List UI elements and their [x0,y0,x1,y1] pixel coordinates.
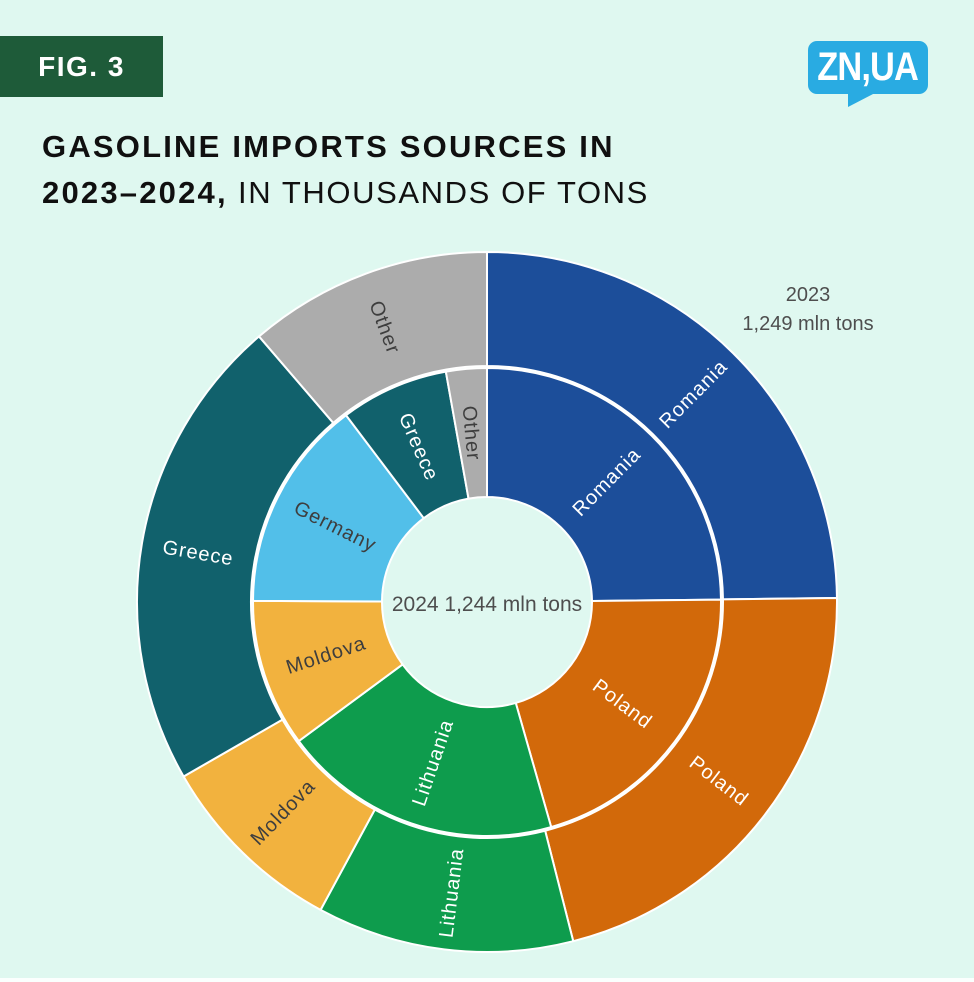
znua-logo-text: ZN,UA [817,45,920,89]
figure-badge-label: FIG. 3 [38,50,125,82]
outer-ring-total: 1,249 mln tons [742,313,874,335]
segment-2023-other [258,251,488,424]
chart-title-line2-regular: IN THOUSANDS OF TONS [227,175,649,210]
outer-ring-annotation: 2023 1,249 mln tons [716,281,900,339]
figure-badge: FIG. 3 [0,36,163,97]
bottom-strip [0,978,974,982]
chart-title-line1: GASOLINE IMPORTS SOURCES IN [42,129,615,164]
segment-2024-romania [486,367,722,602]
segment-2023-poland [544,597,838,943]
segment-2024-other [444,367,488,500]
chart-title: GASOLINE IMPORTS SOURCES IN 2023–2024, I… [42,124,649,216]
segment-2023-greece [136,335,335,778]
inner-ring-center-label: 2024 1,244 mln tons [391,593,583,616]
segment-2023-romania [486,251,838,601]
segment-label-2024-other: Other [458,405,485,462]
segment-2024-poland [514,598,722,829]
outer-ring-year: 2023 [785,284,831,306]
znua-logo: ZN,UA [808,41,928,107]
chart-title-line2-bold: 2023–2024, [42,175,228,210]
segment-2024-lithuania [297,663,553,837]
znua-logo-tail-icon [848,93,875,107]
